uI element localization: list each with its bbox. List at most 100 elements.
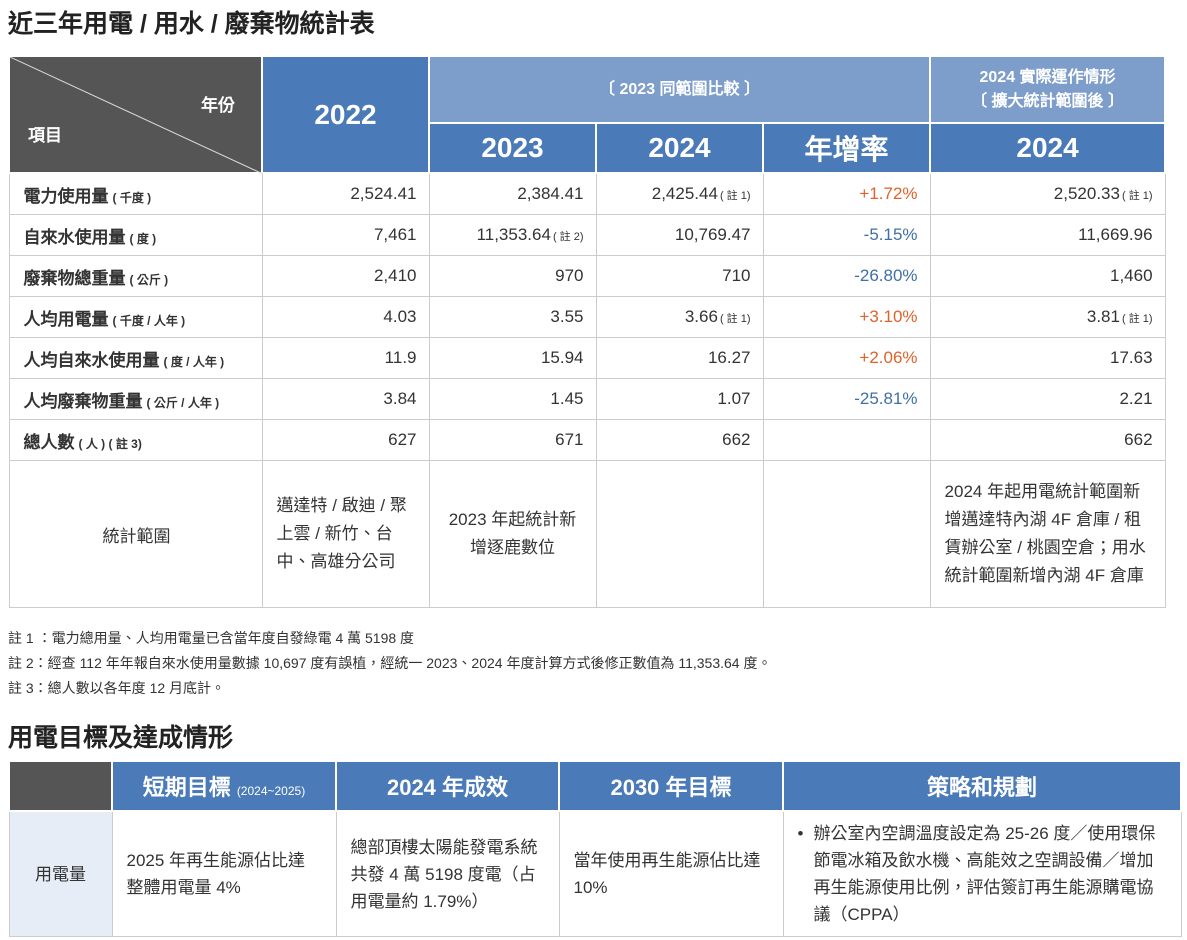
target-header: 策略和規劃 — [782, 760, 1182, 812]
bullet: • — [797, 824, 804, 843]
sub-header: 年增率 — [761, 122, 932, 174]
cell-value: 2.21 — [1119, 389, 1153, 408]
cell-value: 627 — [388, 430, 417, 449]
cell-value: 1.45 — [550, 389, 584, 408]
target-header: 短期目標 (2024~2025) — [111, 760, 337, 812]
cell-value: 7,461 — [373, 225, 417, 244]
target-cell: 2025 年再生能源佔比達整體用電量 4% — [111, 810, 337, 937]
data-row: 總人數( 人 ) ( 註 3) 627 671 662 662 — [8, 419, 1166, 461]
stats-body: 電力使用量( 千度 ) 2,524.41 2,384.41 2,425.44( 註 1… — [8, 172, 1166, 608]
scope-cell — [595, 460, 764, 608]
cell-value: 662 — [1124, 430, 1153, 449]
row-unit: ( 公斤 / 人年 ) — [146, 395, 220, 410]
group-header: 2024 實際運作情形〔 擴大統計範圍後 〕 — [929, 55, 1167, 124]
scope-row: 統計範圍 邁達特 / 啟迪 / 聚上雲 / 新竹、台中、高雄分公司 2023 年起統… — [8, 460, 1166, 608]
data-row: 電力使用量( 千度 ) 2,524.41 2,384.41 2,425.44( 註 1… — [8, 172, 1166, 215]
target-cell: 總部頂樓太陽能發電系統共發 4 萬 5198 度電（占用電量約 1.79%） — [335, 810, 560, 937]
cell-value: -26.80% — [854, 266, 918, 285]
cell-note: ( 註 1) — [1121, 313, 1153, 325]
row-label-text: 總人數 — [23, 432, 75, 452]
row-label-text: 自來水使用量 — [23, 227, 126, 247]
corner-top: 年份 — [201, 96, 235, 115]
data-cell: 2,410 — [261, 255, 430, 297]
stats-table: 年份 項目 2022 〔 2023 同範圍比較 〕 2024 實際運作情形〔 擴… — [8, 55, 1167, 608]
data-cell: -25.81% — [762, 378, 931, 420]
row-unit: ( 公斤 ) — [129, 272, 169, 287]
data-row: 人均自來水使用量( 度 / 人年 ) 11.9 15.94 16.27 +2.06% 17… — [8, 337, 1166, 379]
data-cell: 970 — [428, 255, 597, 297]
cell-text: 總部頂樓太陽能發電系統共發 4 萬 5198 度電（占用電量約 1.79%） — [350, 837, 538, 911]
cell-note: ( 註 1) — [719, 190, 751, 202]
row-unit: ( 度 / 人年 ) — [163, 354, 225, 369]
cell-note: ( 註 1) — [719, 313, 751, 325]
cell-note: ( 註 1) — [1121, 190, 1153, 202]
cell-text: 辦公室內空調溫度設定為 25-26 度／使用環保節電冰箱及飲水機、高能效之空調設… — [813, 824, 1156, 924]
data-cell: +1.72% — [762, 172, 931, 215]
cell-value: 2,384.41 — [517, 184, 584, 203]
data-row: 廢棄物總重量( 公斤 ) 2,410 970 710 -26.80% 1,460 — [8, 255, 1166, 297]
cell-value: 3.81 — [1086, 307, 1120, 326]
data-cell: +3.10% — [762, 296, 931, 338]
data-cell: 2.21 — [929, 378, 1166, 420]
section-title: 用電目標及達成情形 — [8, 724, 234, 752]
cell-value: -25.81% — [854, 389, 918, 408]
cell-value: 2,524.41 — [350, 184, 417, 203]
sub-header: 2023 — [428, 122, 597, 174]
note-line: 註 3：總人數以各年度 12 月底計。 — [8, 680, 226, 696]
data-cell: 710 — [595, 255, 764, 297]
data-cell: 3.66( 註 1) — [595, 296, 764, 338]
cell-value: +2.06% — [859, 348, 918, 367]
header-text: 2030 年目標 — [610, 775, 732, 800]
cell-note: ( 註 2) — [552, 231, 584, 243]
cell-value: 10,769.47 — [674, 225, 751, 244]
cell-value: 2,410 — [373, 266, 417, 285]
notes: 註 1 ：電力總用量、人均用電量已含當年度自發綠電 4 萬 5198 度註 2：… — [8, 626, 771, 701]
note-line: 註 2：經查 112 年年報自來水使用量數據 10,697 度有誤植，經統一 2… — [8, 655, 772, 671]
scope-text: 邁達特 / 啟迪 / 聚上雲 / 新竹、台中、高雄分公司 — [276, 496, 407, 571]
data-cell: 17.63 — [929, 337, 1166, 379]
data-cell: 662 — [595, 419, 764, 461]
cell-value: 11,353.64 — [476, 225, 551, 244]
row-label-text: 人均用電量 — [23, 309, 109, 329]
cell-value: -5.15% — [863, 225, 918, 244]
data-cell: 2,524.41 — [261, 172, 430, 215]
cell-value: 662 — [722, 430, 751, 449]
cell-text: 2025 年再生能源佔比達整體用電量 4% — [126, 851, 306, 897]
cell-value: 3.84 — [383, 389, 417, 408]
data-cell: 11,353.64( 註 2) — [428, 214, 597, 256]
cell-value: 17.63 — [1109, 348, 1153, 367]
corner-cell: 年份 項目 — [8, 55, 263, 174]
data-cell: 671 — [428, 419, 597, 461]
scope-cell — [762, 460, 931, 608]
target-header-row: 短期目標 (2024~2025) 2024 年成效 2030 年目標 策略和規劃 — [8, 760, 1182, 812]
data-cell: 1,460 — [929, 255, 1166, 297]
data-cell: 1.45 — [428, 378, 597, 420]
header-small: (2024~2025) — [236, 784, 306, 798]
sub-header: 2024 — [929, 122, 1167, 174]
row-label: 廢棄物總重量( 公斤 ) — [8, 255, 263, 297]
row-label: 人均自來水使用量( 度 / 人年 ) — [8, 337, 263, 379]
cell-value: 970 — [555, 266, 584, 285]
data-cell: 4.03 — [261, 296, 430, 338]
empty-cell — [762, 419, 931, 461]
header-text: 短期目標 — [142, 775, 231, 800]
group-line: 〔 擴大統計範圍後 〕 — [971, 92, 1124, 110]
data-row: 人均用電量( 千度 / 人年 ) 4.03 3.55 3.66( 註 1) +3.10%… — [8, 296, 1166, 338]
data-cell: 662 — [929, 419, 1166, 461]
cell-value: +3.10% — [859, 307, 918, 326]
row-label-text: 電力使用量 — [23, 186, 109, 206]
cell-value: 11,669.96 — [1078, 225, 1153, 244]
data-cell: 10,769.47 — [595, 214, 764, 256]
scope-text: 2023 年起統計新增逐鹿數位 — [448, 510, 577, 557]
data-cell: -5.15% — [762, 214, 931, 256]
data-cell: 627 — [261, 419, 430, 461]
target-row: 用電量 2025 年再生能源佔比達整體用電量 4% 總部頂樓太陽能發電系統共發 4 … — [8, 810, 1182, 937]
target-table: 短期目標 (2024~2025) 2024 年成效 2030 年目標 策略和規劃 用電量… — [8, 760, 1182, 937]
row-unit: ( 千度 / 人年 ) — [112, 313, 186, 328]
cell-value: 3.55 — [550, 307, 584, 326]
row-label: 總人數( 人 ) ( 註 3) — [8, 419, 263, 461]
row-unit: ( 人 ) ( 註 3) — [78, 436, 142, 451]
cell-value: 15.94 — [540, 348, 584, 367]
